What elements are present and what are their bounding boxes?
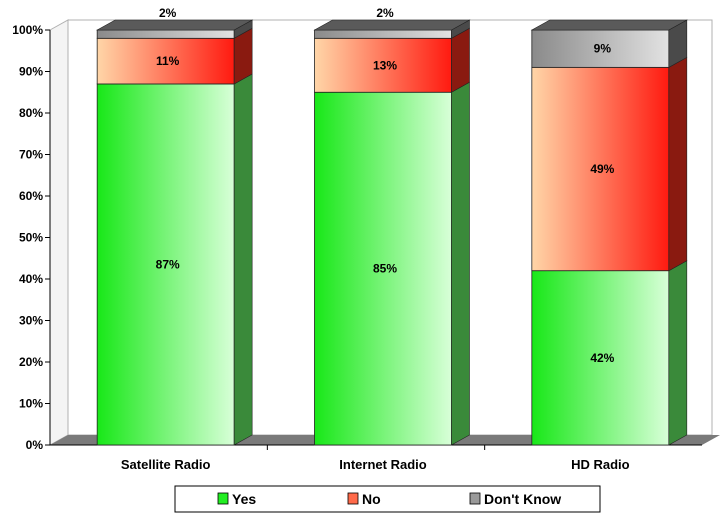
y-tick-label: 50% (19, 231, 43, 245)
y-tick-label: 40% (19, 272, 43, 286)
y-tick-label: 60% (19, 189, 43, 203)
legend-swatch (469, 492, 481, 505)
bar-side (451, 27, 470, 93)
y-tick-label: 100% (12, 23, 43, 37)
legend: Yes No Don't Know (174, 485, 601, 513)
legend-swatch (217, 492, 229, 505)
bar-top (530, 19, 688, 31)
bar-segment (314, 37, 452, 93)
data-label: 87% (156, 257, 180, 271)
bar-top (96, 19, 254, 31)
legend-box (174, 485, 601, 513)
bar-segment (531, 270, 670, 446)
bar-side (668, 260, 688, 446)
bar-segment (96, 29, 235, 39)
labels-layer: Satellite Radio 87% 11% 2% Internet Radio 85%… (121, 6, 630, 472)
y-tick-label: 70% (19, 148, 43, 162)
bar-segment (314, 29, 452, 39)
data-label: 2% (159, 6, 177, 20)
y-tick-label: 20% (19, 355, 43, 369)
y-tick-label: 10% (19, 397, 43, 411)
data-label: 2% (376, 6, 394, 20)
data-label: 9% (594, 42, 612, 56)
bars-layer (96, 19, 688, 446)
y-tick-label: 90% (19, 65, 43, 79)
bar-segment (96, 83, 235, 446)
bar-side (451, 81, 470, 446)
legend-swatch (347, 492, 359, 505)
bar-top (313, 19, 471, 31)
x-tick-label: Satellite Radio (121, 457, 211, 472)
bar-side (668, 56, 688, 272)
bar-side (233, 73, 253, 446)
bar-segment (96, 37, 235, 85)
bar-segment (314, 91, 452, 446)
data-label: 85% (373, 262, 397, 276)
legend-label: Don't Know (484, 491, 561, 507)
bar-segment (531, 29, 670, 68)
y-tick-label: 30% (19, 314, 43, 328)
x-tick-label: HD Radio (571, 457, 630, 472)
bar-segment (531, 66, 670, 272)
data-label: 11% (156, 54, 180, 68)
data-label: 13% (373, 58, 397, 72)
y-tick-label: 80% (19, 106, 43, 120)
x-tick-label: Internet Radio (339, 457, 426, 472)
legend-label: Yes (232, 491, 256, 507)
data-label: 49% (590, 162, 614, 176)
y-tick-label: 0% (26, 438, 44, 452)
side-wall (49, 19, 69, 446)
data-label: 42% (590, 351, 614, 365)
legend-label: No (362, 491, 381, 507)
